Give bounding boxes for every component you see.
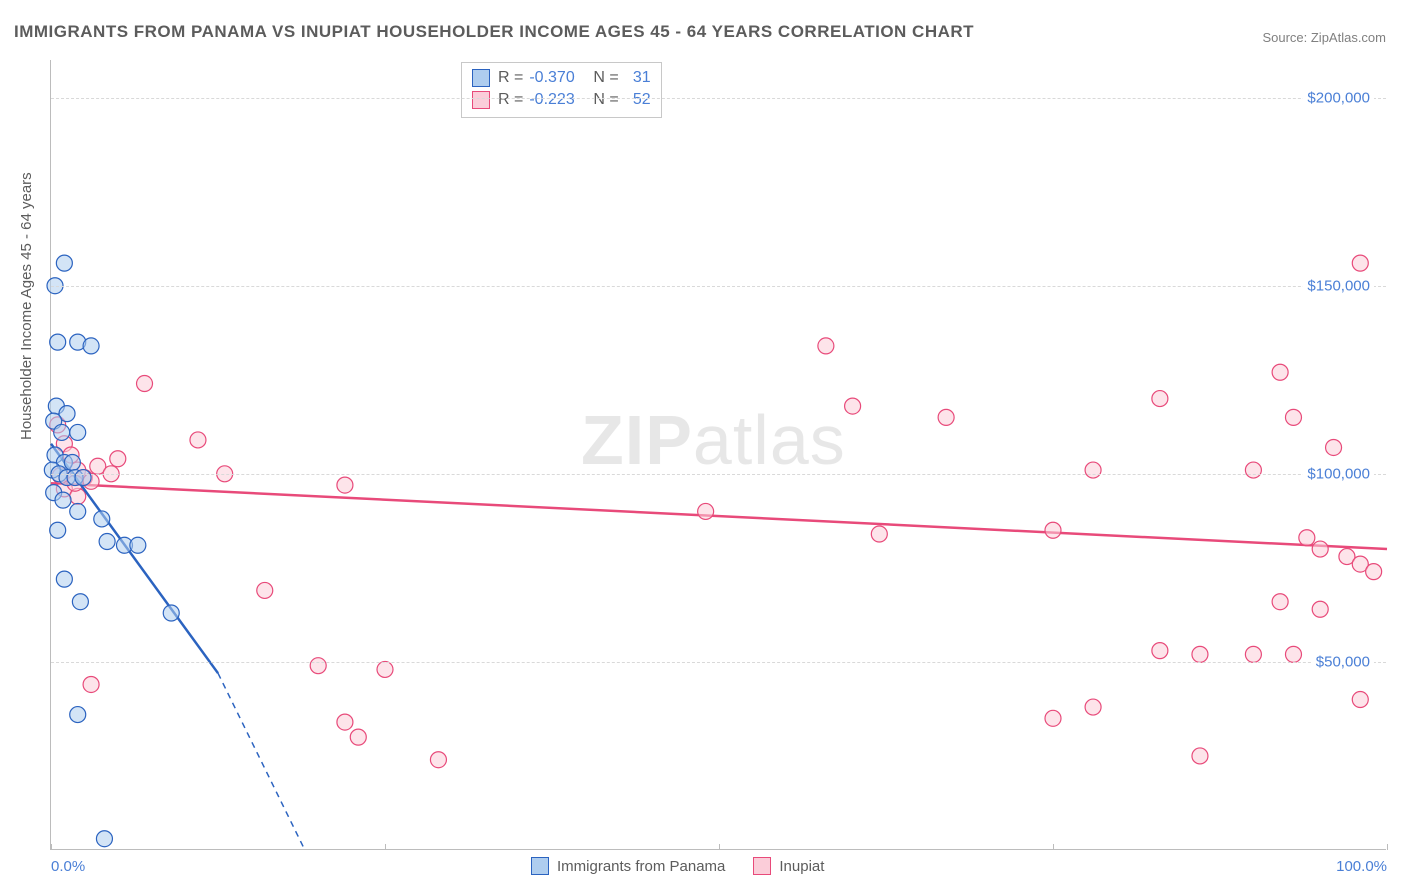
data-point-inupiat (1285, 409, 1301, 425)
data-point-panama (70, 707, 86, 723)
data-point-panama (70, 503, 86, 519)
data-point-panama (56, 571, 72, 587)
r-value-panama: -0.370 (529, 69, 585, 87)
gridline (51, 662, 1386, 663)
source-prefix: Source: (1262, 30, 1310, 45)
series-legend: Immigrants from Panama Inupiat (531, 857, 824, 875)
n-value-inupiat: 52 (625, 91, 651, 109)
data-point-inupiat (137, 376, 153, 392)
data-point-inupiat (1352, 255, 1368, 271)
source-attribution: Source: ZipAtlas.com (1262, 30, 1386, 45)
x-tick (719, 844, 720, 850)
legend-label-panama: Immigrants from Panama (557, 858, 725, 875)
data-point-inupiat (1272, 594, 1288, 610)
data-point-inupiat (871, 526, 887, 542)
data-point-inupiat (1245, 462, 1261, 478)
data-point-inupiat (1045, 522, 1061, 538)
data-point-panama (163, 605, 179, 621)
data-point-panama (72, 594, 88, 610)
x-tick (1053, 844, 1054, 850)
data-point-panama (96, 831, 112, 847)
plot-area: ZIPatlas R = -0.370 N = 31 R = -0.223 N … (50, 60, 1386, 850)
data-point-inupiat (1192, 748, 1208, 764)
chart-title: IMMIGRANTS FROM PANAMA VS INUPIAT HOUSEH… (14, 22, 974, 42)
gridline (51, 286, 1386, 287)
data-point-inupiat (938, 409, 954, 425)
data-point-inupiat (1312, 541, 1328, 557)
data-point-inupiat (110, 451, 126, 467)
y-tick-label: $100,000 (1303, 465, 1374, 482)
y-tick-label: $50,000 (1312, 653, 1374, 670)
r-label: R = (498, 69, 523, 87)
swatch-inupiat-2 (753, 857, 771, 875)
data-point-panama (83, 338, 99, 354)
data-point-inupiat (1366, 564, 1382, 580)
n-label: N = (593, 91, 618, 109)
data-point-inupiat (1285, 646, 1301, 662)
data-point-inupiat (818, 338, 834, 354)
data-point-inupiat (1085, 699, 1101, 715)
chart-svg (51, 60, 1386, 849)
gridline (51, 98, 1386, 99)
swatch-panama (472, 69, 490, 87)
data-point-panama (99, 534, 115, 550)
correlation-legend: R = -0.370 N = 31 R = -0.223 N = 52 (461, 62, 662, 118)
data-point-panama (64, 455, 80, 471)
y-tick-label: $200,000 (1303, 89, 1374, 106)
x-tick (385, 844, 386, 850)
legend-label-inupiat: Inupiat (779, 858, 824, 875)
data-point-inupiat (1192, 646, 1208, 662)
data-point-panama (75, 470, 91, 486)
data-point-panama (130, 537, 146, 553)
gridline (51, 474, 1386, 475)
data-point-inupiat (1245, 646, 1261, 662)
data-point-inupiat (350, 729, 366, 745)
data-point-inupiat (190, 432, 206, 448)
data-point-inupiat (1045, 710, 1061, 726)
data-point-inupiat (1299, 530, 1315, 546)
r-value-inupiat: -0.223 (529, 91, 585, 109)
x-tick (1387, 844, 1388, 850)
data-point-inupiat (1272, 364, 1288, 380)
data-point-panama (50, 334, 66, 350)
data-point-inupiat (337, 714, 353, 730)
source-link[interactable]: ZipAtlas.com (1311, 30, 1386, 45)
n-label: N = (593, 69, 618, 87)
legend-item-panama: Immigrants from Panama (531, 857, 725, 875)
data-point-inupiat (1312, 601, 1328, 617)
trend-extrapolation-panama (218, 673, 305, 850)
data-point-inupiat (310, 658, 326, 674)
legend-item-inupiat: Inupiat (753, 857, 824, 875)
n-value-panama: 31 (625, 69, 651, 87)
legend-row-inupiat: R = -0.223 N = 52 (472, 89, 651, 111)
data-point-panama (56, 255, 72, 271)
data-point-panama (55, 492, 71, 508)
data-point-panama (94, 511, 110, 527)
data-point-inupiat (1085, 462, 1101, 478)
data-point-panama (50, 522, 66, 538)
swatch-inupiat (472, 91, 490, 109)
data-point-inupiat (1326, 439, 1342, 455)
data-point-inupiat (377, 661, 393, 677)
x-tick-label: 100.0% (1336, 858, 1387, 875)
r-label: R = (498, 91, 523, 109)
data-point-inupiat (1352, 692, 1368, 708)
swatch-panama-2 (531, 857, 549, 875)
trend-line-inupiat (51, 483, 1387, 549)
y-axis-label: Householder Income Ages 45 - 64 years (18, 172, 35, 440)
y-tick-label: $150,000 (1303, 277, 1374, 294)
data-point-inupiat (257, 582, 273, 598)
data-point-inupiat (1152, 391, 1168, 407)
data-point-inupiat (698, 503, 714, 519)
data-point-inupiat (430, 752, 446, 768)
data-point-inupiat (845, 398, 861, 414)
data-point-inupiat (337, 477, 353, 493)
data-point-inupiat (1152, 643, 1168, 659)
data-point-inupiat (83, 676, 99, 692)
data-point-panama (54, 424, 70, 440)
legend-row-panama: R = -0.370 N = 31 (472, 67, 651, 89)
x-tick-label: 0.0% (51, 858, 85, 875)
x-tick (51, 844, 52, 850)
data-point-panama (70, 424, 86, 440)
